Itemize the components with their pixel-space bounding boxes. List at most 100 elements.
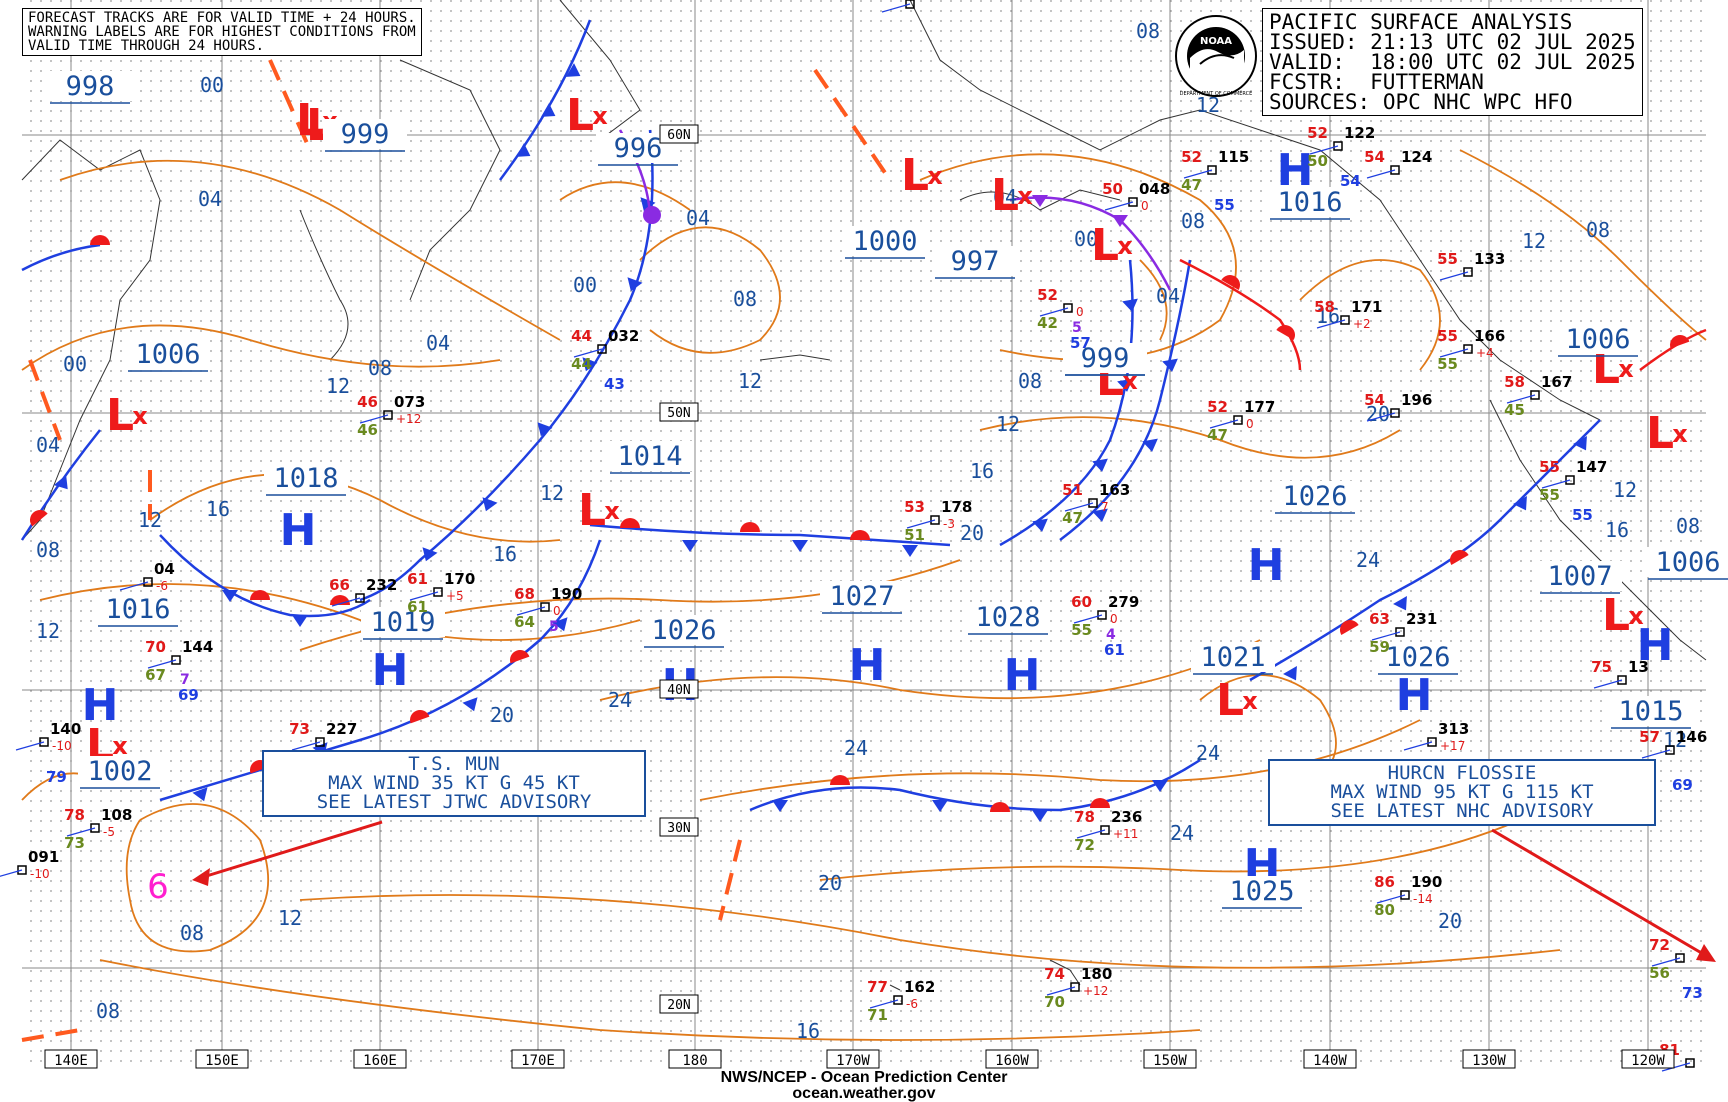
- warm-front-bump: [1221, 275, 1240, 290]
- lon-label: 170E: [511, 1049, 565, 1069]
- lat-label: 50N: [659, 402, 699, 422]
- station-tendency: -6: [906, 997, 918, 1011]
- cold-front-barb: [541, 103, 556, 117]
- isobar-label: 20: [1438, 909, 1462, 933]
- low-center-mark: x: [1618, 355, 1634, 383]
- coastline: [1049, 959, 1081, 986]
- pressure-value: 1028: [975, 602, 1040, 633]
- pressure-label-box: [1376, 642, 1460, 672]
- isobar-line: [21, 324, 501, 371]
- station-dewpoint: 59: [1369, 638, 1390, 656]
- cold-front: [1249, 419, 1601, 682]
- isobar-label: 12: [138, 508, 162, 532]
- warm-front: [1179, 258, 1302, 371]
- isobar-label: 12: [996, 412, 1020, 436]
- advisory-mun-line2: MAX WIND 35 KT G 45 KT: [328, 772, 580, 794]
- cold-front-barb: [1092, 508, 1108, 522]
- pressure-value: 996: [614, 133, 663, 164]
- trough-line: [21, 1028, 81, 1042]
- station-marker: [1233, 415, 1243, 425]
- coastline: [959, 189, 1121, 211]
- station-tendency: +11: [1113, 827, 1138, 841]
- lat-label-text: 60N: [667, 128, 690, 143]
- station-tendency: -3: [943, 517, 955, 531]
- pressure-center-high: H 1028: [966, 602, 1050, 701]
- flossie-track: [1491, 828, 1716, 962]
- wind-barb: [1661, 1062, 1691, 1072]
- station-dewpoint: 47: [1181, 176, 1202, 194]
- noaa-logo: NOAA DEPARTMENT OF COMMERCE: [1175, 15, 1257, 97]
- isobar-line: [559, 181, 691, 211]
- pressure-label-box: [1063, 343, 1147, 373]
- station-plot: 77 162 71 -6: [867, 978, 935, 1024]
- isobar-line: [819, 819, 1521, 881]
- pressure-center-high: H 1016: [82, 594, 180, 731]
- pressure-label-box: [966, 602, 1050, 632]
- pressure-value: 1006: [1565, 324, 1630, 355]
- station-visibility: 7: [180, 672, 190, 688]
- wind-barb: [1209, 419, 1239, 429]
- occluded-bump: [643, 206, 661, 224]
- low-symbol: L: [1602, 590, 1630, 641]
- low-symbol: L: [991, 170, 1019, 221]
- flossie-track-arrowhead: [1696, 944, 1716, 962]
- high-symbol: H: [372, 645, 409, 696]
- low-symbol: L: [1091, 220, 1119, 271]
- station-temp: 52: [1307, 124, 1328, 142]
- station-marker: [1088, 498, 1098, 508]
- station-plot: 54 196: [1364, 391, 1432, 422]
- wind-barb: [1076, 829, 1106, 839]
- pressure-label-box: [642, 615, 726, 645]
- station-wind: 54: [1340, 172, 1361, 190]
- pressure-value: 1007: [1547, 561, 1612, 592]
- pressure-value: 998: [66, 71, 115, 102]
- station-temp: 70: [145, 638, 166, 656]
- isobar-label: 16: [1605, 518, 1629, 542]
- lon-label: 160E: [353, 1049, 407, 1069]
- lon-label: 160W: [985, 1049, 1039, 1069]
- header-forecaster-row: FCSTR: FUTTERMAN: [1269, 72, 1636, 93]
- station-pressure: 170: [444, 570, 475, 588]
- station-marker: [1427, 737, 1437, 747]
- isobar-label: 04: [993, 185, 1017, 209]
- isobar-label: 04: [686, 206, 710, 230]
- station-dewpoint: 72: [1074, 836, 1095, 854]
- wind-barb: [147, 659, 177, 669]
- station-dewpoint: 46: [357, 421, 378, 439]
- station-pressure: 073: [394, 393, 425, 411]
- lon-label-text: 150E: [205, 1053, 239, 1069]
- coastline: [889, 984, 901, 991]
- stationary-front: [159, 534, 371, 627]
- low-symbol: L: [296, 95, 324, 146]
- station-dewpoint: 47: [1062, 509, 1083, 527]
- wind-barb: [359, 414, 389, 424]
- isobar-label: 08: [1018, 369, 1042, 393]
- isobar-line: [299, 894, 1561, 969]
- station-plot: 61 170 61 +5: [407, 570, 475, 616]
- wind-barb: [869, 999, 899, 1009]
- station-temp: 86: [1374, 873, 1395, 891]
- pressure-label-box: [608, 441, 692, 471]
- warm-front-bump: [410, 710, 430, 724]
- pressure-center-high: H 1019: [361, 607, 445, 696]
- station-plot: 78 108 73 -5: [64, 806, 132, 852]
- station-marker: [1530, 390, 1540, 400]
- pressure-center-low: Lx 1014: [578, 441, 692, 536]
- station-temp: 61: [407, 570, 428, 588]
- station-pressure: 171: [1351, 298, 1382, 316]
- pressure-label-box: [96, 594, 180, 624]
- wind-barb: [516, 606, 546, 616]
- cold-front: [359, 129, 656, 602]
- pressure-center-high: H 1015: [1609, 620, 1693, 729]
- station-marker: [1617, 675, 1627, 685]
- station-wind: 61: [1104, 641, 1125, 659]
- station-visibility: 4: [1106, 627, 1116, 643]
- fronts: [20, 19, 1707, 822]
- cold-front-line: [1249, 419, 1601, 682]
- warm-front-bump: [1340, 620, 1359, 635]
- station-marker: [383, 410, 393, 420]
- lon-label-text: 160W: [995, 1053, 1029, 1069]
- wind-barb: [1046, 986, 1076, 996]
